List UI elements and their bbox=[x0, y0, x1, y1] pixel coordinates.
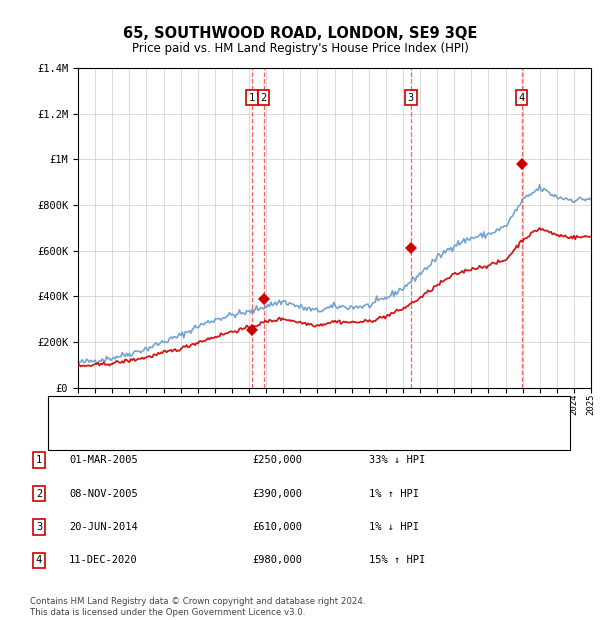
Text: 1% ↑ HPI: 1% ↑ HPI bbox=[369, 489, 419, 498]
Text: 20-JUN-2014: 20-JUN-2014 bbox=[69, 522, 138, 532]
Text: 2: 2 bbox=[36, 489, 42, 498]
Text: 2: 2 bbox=[260, 93, 266, 103]
Text: 01-MAR-2005: 01-MAR-2005 bbox=[69, 455, 138, 465]
Text: 33% ↓ HPI: 33% ↓ HPI bbox=[369, 455, 425, 465]
Text: 4: 4 bbox=[518, 93, 524, 103]
Text: 11-DEC-2020: 11-DEC-2020 bbox=[69, 556, 138, 565]
Text: HPI: Average price, detached house, Greenwich: HPI: Average price, detached house, Gree… bbox=[108, 430, 389, 440]
Text: 15% ↑ HPI: 15% ↑ HPI bbox=[369, 556, 425, 565]
Text: £250,000: £250,000 bbox=[252, 455, 302, 465]
Text: £390,000: £390,000 bbox=[252, 489, 302, 498]
Text: 1: 1 bbox=[36, 455, 42, 465]
Text: 4: 4 bbox=[36, 556, 42, 565]
Text: Contains HM Land Registry data © Crown copyright and database right 2024.
This d: Contains HM Land Registry data © Crown c… bbox=[30, 598, 365, 617]
Text: 65, SOUTHWOOD ROAD, LONDON, SE9 3QE: 65, SOUTHWOOD ROAD, LONDON, SE9 3QE bbox=[123, 26, 477, 41]
Text: 65, SOUTHWOOD ROAD, LONDON, SE9 3QE (detached house): 65, SOUTHWOOD ROAD, LONDON, SE9 3QE (det… bbox=[108, 405, 433, 415]
Text: £980,000: £980,000 bbox=[252, 556, 302, 565]
Text: 1: 1 bbox=[249, 93, 255, 103]
Text: 1% ↓ HPI: 1% ↓ HPI bbox=[369, 522, 419, 532]
Text: 3: 3 bbox=[408, 93, 414, 103]
Text: Price paid vs. HM Land Registry's House Price Index (HPI): Price paid vs. HM Land Registry's House … bbox=[131, 42, 469, 55]
Text: £610,000: £610,000 bbox=[252, 522, 302, 532]
Text: 3: 3 bbox=[36, 522, 42, 532]
Text: 08-NOV-2005: 08-NOV-2005 bbox=[69, 489, 138, 498]
